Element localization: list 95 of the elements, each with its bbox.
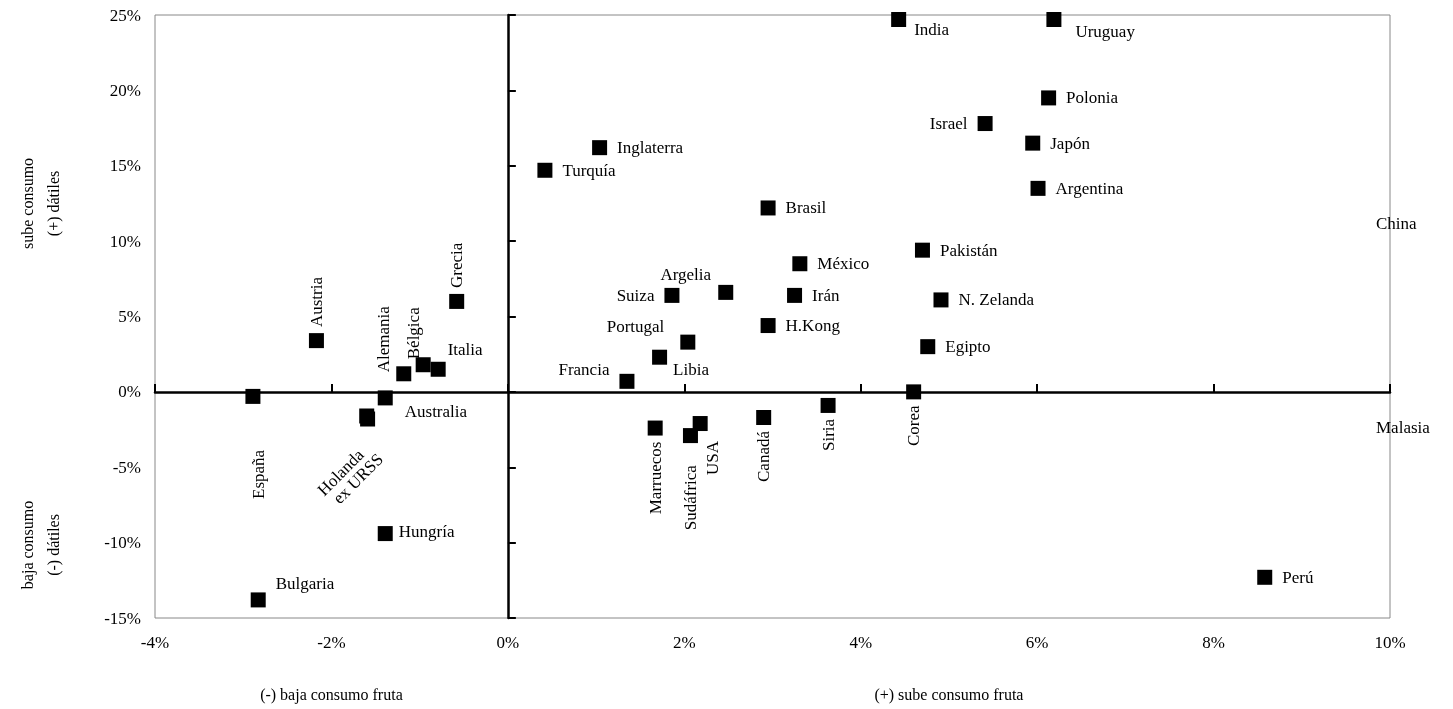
data-label: Pakistán [939, 240, 999, 260]
data-label: H.Kong [785, 316, 841, 336]
x-tick-label: 2% [672, 633, 696, 652]
data-label: Inglaterra [617, 138, 684, 158]
x-tick-label: 10% [1374, 633, 1406, 652]
data-label: Suiza [616, 285, 655, 305]
point [1257, 569, 1273, 585]
point [652, 349, 668, 365]
point [250, 592, 266, 608]
point [692, 416, 708, 432]
y-tick-label: -5% [112, 457, 141, 477]
point [920, 339, 936, 355]
point [537, 162, 553, 178]
data-label: Bulgaria [275, 574, 335, 594]
point [592, 140, 608, 156]
point [1046, 12, 1062, 28]
data-label: Uruguay [1075, 22, 1136, 42]
y-tick-label: 25% [109, 5, 141, 25]
data-label: N. Zelanda [958, 290, 1035, 310]
x-tick-label: -2% [317, 633, 346, 652]
x-tick-label: -4% [140, 633, 170, 652]
point [415, 357, 431, 373]
data-label: Polonia [1066, 88, 1119, 108]
y-tick-label: 10% [109, 231, 141, 251]
point [914, 242, 930, 258]
data-label: Argelia [660, 265, 712, 285]
data-label: Japón [1050, 133, 1091, 153]
data-label: Brasil [785, 198, 827, 218]
text: (-) baja consumo fruta [260, 685, 403, 704]
x-tick-label: 6% [1025, 633, 1049, 652]
data-label: Siria [818, 418, 838, 452]
data-label: Austria [306, 276, 326, 328]
data-label: Israel [929, 114, 968, 134]
data-label: Grecia [447, 242, 467, 288]
point [760, 200, 776, 216]
point [449, 293, 465, 309]
data-label: USA [702, 440, 722, 476]
point [760, 318, 776, 334]
point [680, 334, 696, 350]
point [619, 373, 635, 389]
data-label: Australia [404, 402, 468, 422]
data-label: India [914, 20, 950, 40]
data-label: Libia [673, 359, 710, 379]
data-label: Marruecos [645, 441, 665, 515]
point [396, 366, 412, 382]
y-tick-label: 20% [109, 80, 141, 100]
data-label: España [249, 449, 269, 499]
point [682, 428, 698, 444]
x-tick-label: 4% [849, 633, 873, 652]
annotation: China [1376, 213, 1418, 233]
point [787, 287, 803, 303]
text: sube consumo (+) dátiles [18, 157, 63, 249]
point [820, 397, 836, 413]
point [756, 410, 772, 425]
point [933, 292, 949, 308]
data-label: Perú [1282, 567, 1314, 587]
annotation: Malasia [1376, 417, 1431, 437]
data-label: Argentina [1055, 178, 1124, 198]
point [430, 361, 446, 377]
y-tick-label: -15% [104, 608, 141, 628]
text: baja consumo (-) dátiles [18, 500, 63, 590]
point [377, 526, 393, 542]
point [308, 333, 324, 349]
y-tick-label: -10% [104, 533, 141, 553]
data-label: Sudáfrica [680, 464, 700, 531]
x-tick-label: 8% [1202, 633, 1225, 652]
point [1025, 135, 1041, 151]
y-tick-label: 15% [109, 156, 141, 176]
data-label: Corea [904, 404, 924, 446]
point [647, 420, 663, 436]
point [718, 284, 734, 300]
data-label: Bélgica [403, 306, 423, 360]
point [792, 256, 808, 272]
data-label: México [817, 254, 870, 274]
text: (+) sube consumo fruta [874, 685, 1024, 704]
point [377, 390, 393, 406]
data-label: Italia [447, 339, 484, 359]
point [891, 12, 907, 28]
y-tick-label: 5% [118, 307, 141, 326]
data-label: Canadá [754, 430, 774, 482]
data-label: Portugal [606, 316, 665, 336]
point [1041, 90, 1057, 106]
data-label: Alemania [374, 305, 394, 373]
data-label: Irán [812, 285, 840, 305]
data-label: Hungría [398, 522, 455, 542]
data-label: Egipto [945, 337, 991, 357]
x-tick-label: 0% [496, 633, 520, 652]
point [245, 388, 261, 404]
point [664, 287, 680, 303]
data-label: Turquía [562, 160, 617, 180]
data-label: Francia [558, 359, 610, 379]
point [977, 116, 993, 132]
y-tick-label: 0% [118, 382, 141, 402]
point [1030, 180, 1046, 196]
point [906, 384, 922, 400]
